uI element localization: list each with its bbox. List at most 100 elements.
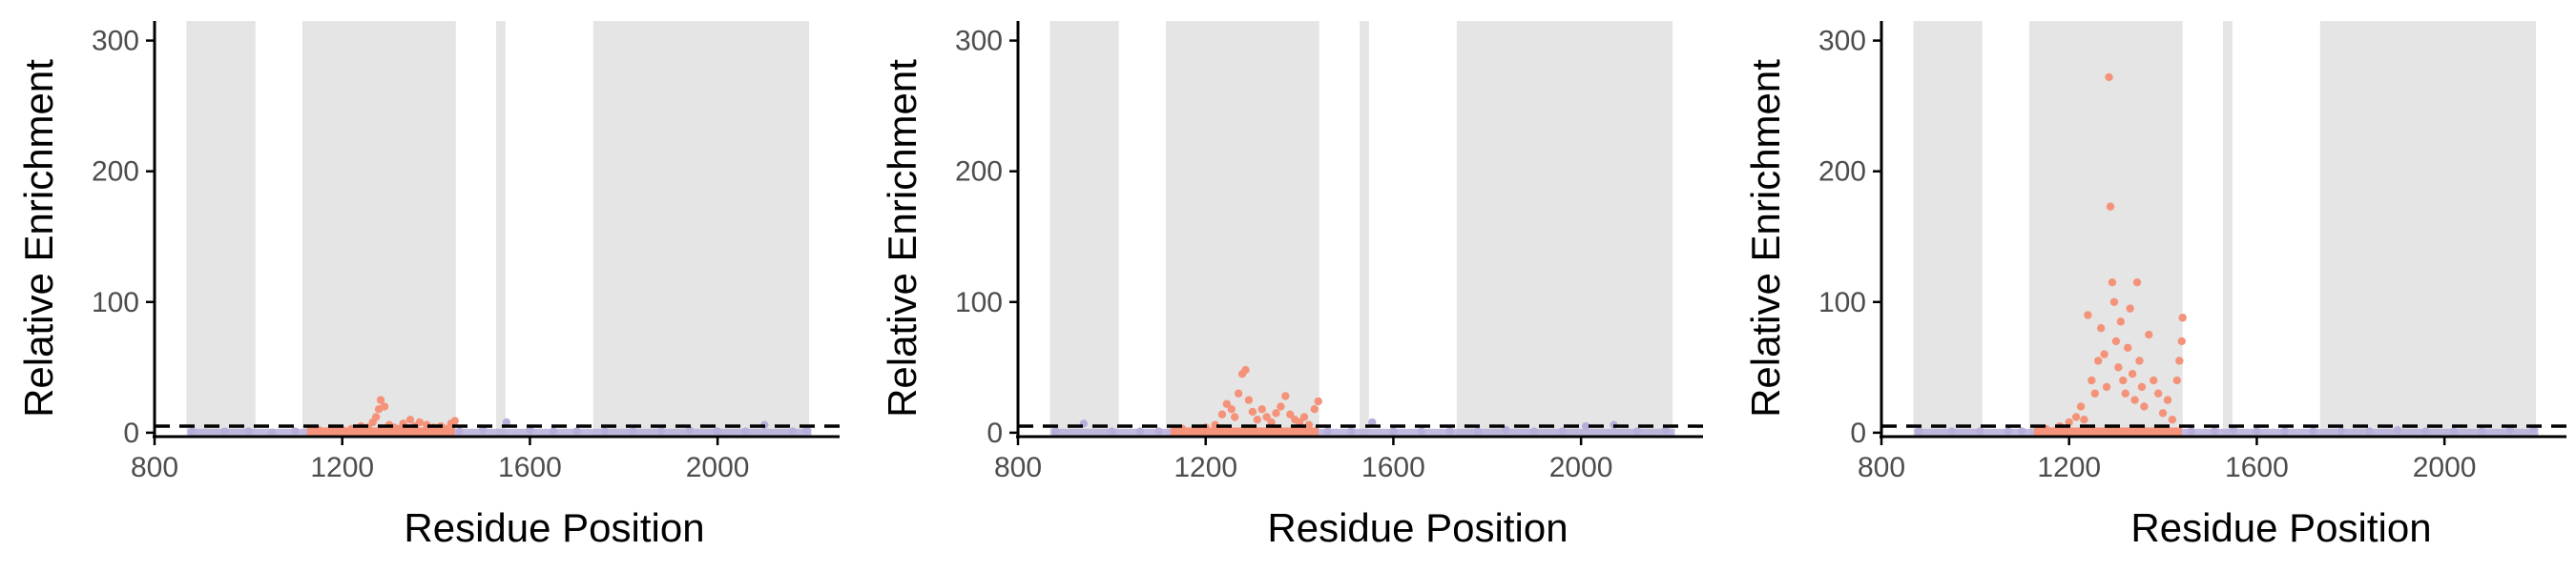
y-tick-label: 300 [955,26,1003,57]
y-axis-title: Relative Enrichment [880,59,924,418]
domain-band [592,21,810,437]
data-point [2210,427,2219,436]
domain-band [1360,21,1369,437]
x-tick-label: 2000 [1549,452,1613,483]
data-point [2121,389,2129,398]
data-point [2090,389,2099,398]
data-point [2132,278,2142,287]
data-point [1248,407,1257,417]
x-tick-label: 2000 [686,452,750,483]
data-point [1257,405,1266,414]
data-point [2253,427,2261,436]
data-point [656,427,666,436]
y-axis-title: Relative Enrichment [1743,59,1788,418]
data-point [2102,382,2111,392]
x-tick-label: 1200 [310,452,374,483]
domain-band [496,21,506,437]
y-tick-label: 100 [1818,287,1866,318]
data-point [2449,427,2459,436]
data-point [479,425,488,435]
data-point [2337,427,2346,436]
data-point [2080,415,2088,424]
y-tick-label: 200 [92,156,139,188]
data-point [1192,425,1201,435]
data-point [1632,427,1642,436]
data-point [1267,418,1276,427]
data-point [1368,418,1377,427]
data-point [450,417,459,425]
domain-band [2028,21,2183,437]
chart-panel-1: 0 100 200 300 800 1200 1600 2000 Residue Positio… [16,21,840,550]
data-point [2168,415,2177,424]
data-point [2065,418,2073,427]
data-point [371,413,381,421]
data-point [2088,376,2096,385]
data-point [2004,427,2012,436]
data-point [314,425,323,435]
enriched-baseline-band [2033,427,2182,436]
data-point [1217,410,1227,419]
data-point [1262,413,1271,421]
data-point [1272,409,1280,418]
data-point [2100,350,2109,358]
x-axis-title: Residue Position [2130,505,2431,550]
data-point [2084,311,2092,319]
data-point [2309,427,2317,436]
domain-band [186,21,256,437]
data-point [455,427,464,436]
data-point [1915,427,1923,436]
y-tick-label: 100 [955,287,1003,318]
data-point [2018,427,2026,436]
data-point [2421,427,2430,436]
data-point [2178,314,2187,322]
enriched-baseline-band [1170,427,1319,436]
data-point [788,427,798,436]
chart-panel-3: 0 100 200 300 800 1200 1600 2000 Residue Positio… [1743,21,2566,550]
y-tick-label: 200 [955,156,1003,188]
data-point [741,427,750,436]
chart-panel-2: 0 100 200 300 800 1200 1600 2000 Residue Positio… [880,21,1703,550]
data-point [2137,382,2147,392]
data-point [2140,402,2149,411]
data-point [2123,343,2132,352]
y-tick-label: 200 [1818,156,1866,188]
data-point [1253,415,1262,424]
y-tick-label: 100 [92,287,139,318]
data-point [685,425,694,435]
data-point [380,402,389,411]
data-point [291,427,300,436]
data-point [267,428,277,438]
data-point [1299,413,1309,421]
x-tick-label: 1200 [1174,452,1237,483]
data-point [1244,396,1254,404]
data-point [2094,357,2103,365]
x-tick-label: 800 [994,452,1042,483]
domain-band [2319,21,2537,437]
data-point [2365,427,2374,436]
x-tick-label: 800 [131,452,178,483]
x-tick-label: 2000 [2413,452,2477,483]
data-point [1281,392,1290,400]
data-point [2150,376,2158,385]
y-axis-title: Relative Enrichment [16,59,61,418]
data-point [188,427,197,436]
data-point [2163,396,2172,404]
data-point [2175,357,2184,365]
data-point [1231,413,1239,421]
data-point [1295,418,1304,427]
domain-band [301,21,456,437]
x-tick-label: 800 [1858,452,1905,483]
data-point [1310,405,1319,414]
data-point [2145,330,2153,339]
baseline-points-band [1050,428,1675,436]
data-point [2116,317,2126,326]
y-tick-label: 0 [1850,418,1866,449]
data-point [1108,427,1116,436]
data-point [1473,427,1483,436]
data-point [1502,425,1510,435]
data-point [1227,405,1236,414]
data-point [2229,425,2238,435]
data-point [2076,402,2086,411]
x-axis-title: Residue Position [1267,505,1568,550]
